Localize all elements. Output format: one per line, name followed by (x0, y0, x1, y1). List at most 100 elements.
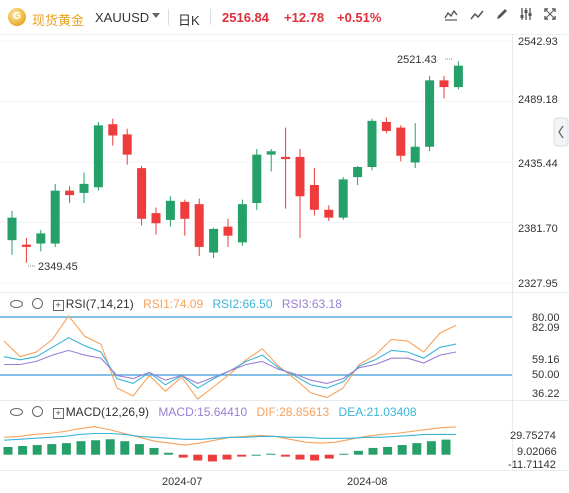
macd-bar (178, 454, 188, 458)
candle-body (36, 233, 46, 244)
last-price: 2516.84 (222, 10, 269, 25)
fullscreen-icon[interactable] (539, 7, 561, 27)
candle-body (338, 179, 348, 218)
macd-tick: 29.75274 (510, 430, 556, 442)
candle-body (122, 134, 132, 155)
toolbar-divider (210, 9, 211, 25)
macd-bar (47, 444, 57, 455)
gear-icon[interactable] (32, 406, 44, 417)
candle-body (324, 209, 334, 218)
candle-body (309, 185, 319, 210)
macd-histogram (3, 439, 451, 462)
candle-body (194, 204, 204, 247)
rsi-legend: + RSI(7,14,21) RSI1:74.09 RSI2:66.50 RSI3… (10, 297, 342, 311)
candle-body (93, 125, 103, 188)
candle-body (237, 204, 247, 243)
candle-body (410, 146, 420, 163)
price-tick: 2489.18 (518, 94, 558, 106)
candle-body (50, 190, 60, 244)
macd-tick: -11.71142 (508, 459, 556, 471)
gold-coin-icon: G (8, 8, 26, 26)
candle-body (439, 80, 449, 88)
macd-value: MACD:15.64410 (158, 405, 248, 419)
macd-bar (412, 443, 422, 455)
visibility-eye-icon[interactable] (10, 300, 23, 308)
macd-bar (32, 445, 42, 455)
macd-bar (426, 441, 436, 455)
macd-bar (61, 443, 71, 455)
low-label: 2349.45 (38, 261, 78, 273)
macd-bar (310, 454, 320, 461)
interval-selector[interactable]: 日K (178, 13, 200, 28)
macd-bar (207, 454, 217, 462)
rsi3-value: RSI3:63.18 (281, 297, 342, 311)
macd-bar (105, 439, 115, 455)
gear-icon[interactable] (32, 298, 44, 309)
candle-body (180, 201, 190, 219)
rsi2-value: RSI2:66.50 (212, 297, 273, 311)
candle-body (108, 124, 118, 136)
line-chart-icon[interactable] (466, 7, 488, 27)
candle-body (209, 228, 219, 253)
candle-body (381, 121, 391, 131)
macd-bar (383, 446, 393, 455)
symbol-name[interactable]: 现货黄金 (32, 13, 85, 28)
candle-body (65, 190, 75, 196)
candle-body (453, 65, 463, 88)
collapse-axis-button[interactable] (553, 117, 569, 147)
expand-icon[interactable]: + (52, 408, 64, 419)
macd-bar (18, 446, 28, 455)
macd-bar (91, 440, 101, 455)
macd-bar (3, 446, 13, 455)
candle-body (165, 200, 175, 220)
dea-value: DEA:21.03408 (338, 405, 417, 419)
dea-line (3, 432, 456, 441)
dif-value: DIF:28.85613 (256, 405, 330, 419)
rsi-tick: 50.00 (532, 369, 560, 381)
macd-bar (324, 454, 334, 459)
candle-body (151, 213, 161, 224)
candle-body (223, 226, 233, 236)
macd-label: MACD(12,26,9) (65, 405, 150, 419)
chart-toolbar: G 现货黄金 XAUUSD 日K 2516.84 +12.78 +0.51% (0, 0, 569, 35)
macd-bar (339, 453, 349, 455)
rsi-tick: 80.00 (532, 312, 560, 324)
macd-legend: + MACD(12,26,9) MACD:15.64410 DIF:28.8561… (10, 405, 417, 419)
macd-bar (251, 454, 261, 456)
rsi-tick: 36.22 (532, 388, 560, 400)
adjust-sliders-icon[interactable] (515, 7, 537, 27)
expand-icon[interactable]: + (52, 300, 64, 311)
candle-body (252, 154, 262, 204)
candle-body (7, 217, 17, 241)
rsi-line-2 (3, 337, 457, 389)
symbol-code[interactable]: XAUUSD (95, 10, 150, 25)
candle-body (79, 183, 89, 193)
draw-pen-icon[interactable] (491, 7, 513, 27)
rsi1-value: RSI1:74.09 (143, 297, 204, 311)
caret-down-icon[interactable] (152, 13, 160, 18)
rsi-line-1 (3, 314, 457, 400)
visibility-eye-icon[interactable] (10, 408, 23, 416)
macd-bar (353, 450, 363, 455)
price-tick: 2327.95 (518, 278, 558, 290)
macd-tick: 9.02066 (517, 446, 557, 458)
rsi-tick: 82.09 (532, 322, 560, 334)
rsi-label: RSI(7,14,21) (65, 297, 134, 311)
macd-bar (441, 439, 451, 455)
macd-bar (368, 447, 378, 455)
time-tick: 2024-08 (347, 476, 387, 488)
macd-bar (76, 441, 86, 455)
candle-body (281, 156, 291, 160)
candle-body (21, 244, 31, 247)
rsi-series (3, 314, 457, 400)
candle-body (396, 127, 406, 156)
macd-bar (134, 444, 144, 455)
high-label: 2521.43 (397, 54, 437, 66)
macd-bar (295, 454, 305, 460)
candle-body (353, 166, 363, 178)
toolbar-divider (168, 9, 169, 25)
macd-bar (120, 441, 130, 455)
macd-bar (193, 454, 203, 461)
indicator-icon[interactable] (440, 7, 462, 27)
